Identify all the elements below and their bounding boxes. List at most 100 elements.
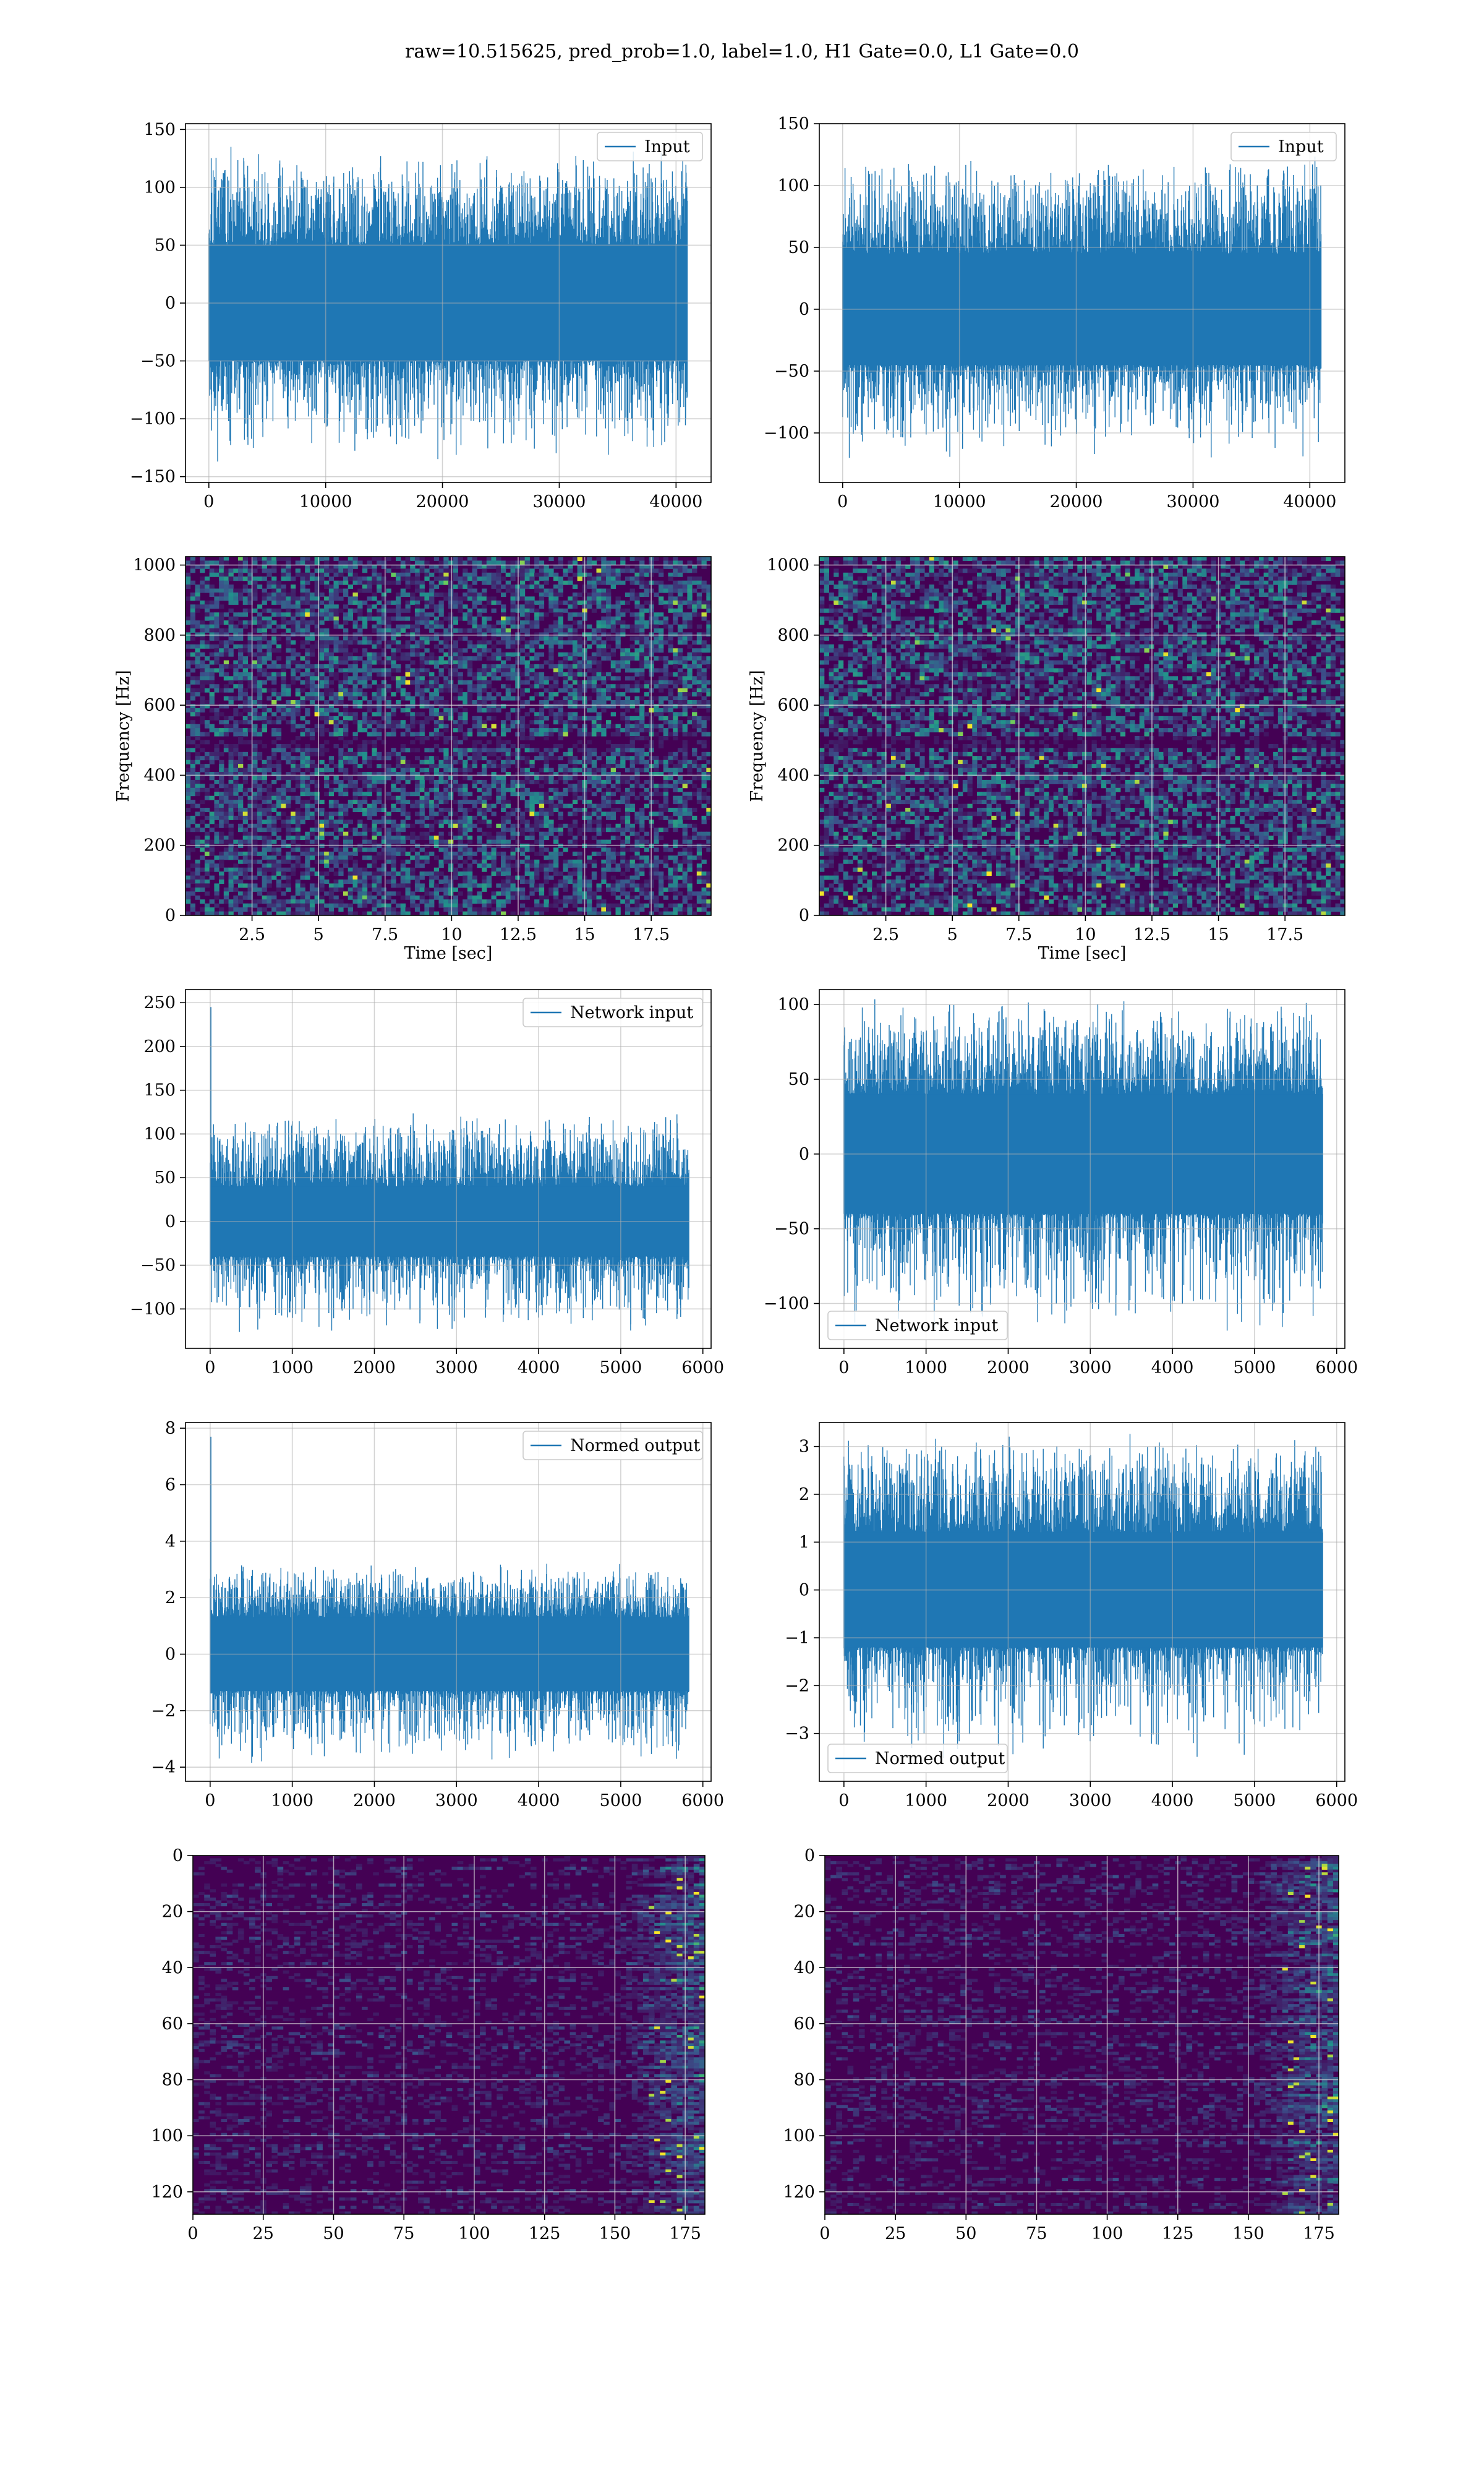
y-tick-label: 250 — [143, 993, 176, 1012]
x-tick-label: 3000 — [435, 1791, 478, 1810]
x-tick-label: 150 — [599, 2224, 631, 2243]
plot-area — [819, 557, 1345, 915]
chart-r1c1: 0 10000 20000 30000 40000 −150 −100 −50 0 50 100 15… — [130, 120, 712, 511]
y-tick-label: −50 — [774, 1220, 809, 1239]
x-tick-label: 4000 — [518, 1791, 560, 1810]
y-tick-label: 1000 — [767, 556, 809, 575]
y-axis-label: Frequency [Hz] — [748, 670, 767, 802]
x-tick-label: 4000 — [1151, 1791, 1194, 1810]
x-tick-label: 0 — [837, 492, 848, 511]
y-tick-label: 60 — [794, 2014, 815, 2034]
x-tick-label: 50 — [323, 2224, 344, 2243]
y-tick-label: 100 — [777, 995, 809, 1014]
x-tick-label: 1000 — [271, 1791, 313, 1810]
chart-r2c1: 2.5 5 7.5 10 12.5 15 17.5 0 200 400 600 800 1000 Time… — [114, 556, 712, 963]
y-tick-label: 150 — [143, 120, 176, 139]
x-tick-label: 2.5 — [239, 925, 265, 944]
x-tick-label: 10000 — [299, 492, 352, 511]
x-axis-label: Time [sec] — [1038, 944, 1127, 963]
y-tick-label: −100 — [130, 1299, 176, 1319]
x-tick-label: 50 — [955, 2224, 976, 2243]
y-tick-label: 0 — [173, 1846, 183, 1865]
grid — [186, 557, 711, 916]
plot-area — [210, 1007, 689, 1332]
y-tick-label: 150 — [777, 114, 809, 134]
x-tick-label: 7.5 — [372, 925, 398, 944]
legend-label: Network input — [570, 1003, 693, 1022]
y-tick-label: 8 — [165, 1419, 176, 1438]
plot-area — [208, 147, 688, 462]
x-tick-label: 150 — [1232, 2224, 1264, 2243]
y-tick-label: 6 — [165, 1475, 176, 1494]
grid — [186, 1423, 711, 1781]
y-tick-label: −150 — [130, 468, 176, 487]
x-tick-label: 0 — [838, 1358, 849, 1377]
axes-frame — [185, 1422, 712, 1782]
y-tick-label: 3 — [799, 1437, 809, 1457]
x-tick-label: 20000 — [1050, 492, 1103, 511]
x-tick-label: 1000 — [905, 1791, 947, 1810]
y-tick-label: 50 — [788, 1070, 809, 1089]
legend-label: Input — [644, 137, 690, 156]
x-tick-label: 30000 — [1166, 492, 1219, 511]
x-tick-label: 15 — [574, 925, 595, 944]
y-tick-label: −50 — [774, 362, 809, 381]
y-tick-label: 120 — [783, 2183, 815, 2202]
x-tick-label: 0 — [205, 1791, 215, 1810]
x-axis-label: Time [sec] — [404, 944, 493, 963]
axes-frame — [819, 556, 1345, 916]
x-tick-label: 3000 — [1069, 1358, 1112, 1377]
y-tick-label: 100 — [783, 2126, 815, 2146]
x-tick-label: 12.5 — [500, 925, 537, 944]
x-tick-label: 30000 — [532, 492, 586, 511]
axes-frame — [192, 1855, 706, 2215]
y-tick-label: 200 — [777, 836, 809, 855]
grid — [819, 123, 1345, 482]
y-tick-label: 200 — [143, 836, 176, 855]
x-tick-label: 25 — [253, 2224, 274, 2243]
chart-r1c2: 0 10000 20000 30000 40000 −100 −50 0 50 100 150 Inp… — [764, 114, 1345, 511]
chart-r3c2: 0 1000 2000 3000 4000 5000 6000 −100 −50 0 50 100 Ne… — [764, 989, 1358, 1377]
x-tick-label: 6000 — [1315, 1358, 1358, 1377]
y-tick-label: 80 — [794, 2071, 815, 2090]
y-tick-label: −4 — [151, 1758, 176, 1777]
chart-r4c2: 0 1000 2000 3000 4000 5000 6000 −3 −2 −1 0 1 2 3 Norme… — [785, 1422, 1358, 1810]
x-tick-label: 10 — [1075, 925, 1096, 944]
y-tick-label: 50 — [155, 1168, 176, 1188]
x-tick-label: 10 — [441, 925, 462, 944]
y-tick-label: −1 — [785, 1629, 809, 1648]
x-tick-label: 4000 — [518, 1358, 560, 1377]
axes-frame — [824, 1855, 1339, 2215]
y-tick-label: 0 — [165, 906, 176, 925]
x-tick-label: 5 — [313, 925, 324, 944]
x-tick-label: 15 — [1208, 925, 1229, 944]
y-tick-label: 400 — [143, 766, 176, 785]
x-tick-label: 4000 — [1151, 1358, 1194, 1377]
axes-frame — [185, 556, 712, 916]
legend: Normed output — [827, 1744, 1008, 1773]
y-tick-label: −100 — [764, 424, 809, 443]
y-tick-label: 1000 — [133, 556, 176, 575]
x-tick-label: 0 — [838, 1791, 849, 1810]
heatmap-cells — [819, 557, 1345, 915]
y-tick-label: 0 — [165, 294, 176, 313]
y-tick-label: −50 — [140, 1256, 176, 1275]
x-tick-label: 125 — [529, 2224, 561, 2243]
legend: Input — [1230, 132, 1337, 161]
y-tick-label: 800 — [143, 626, 176, 645]
x-tick-label: 75 — [1026, 2224, 1047, 2243]
x-tick-label: 2.5 — [872, 925, 899, 944]
x-tick-label: 5000 — [1234, 1791, 1276, 1810]
chart-r3c1: 0 1000 2000 3000 4000 5000 6000 −100 −50 0 50 100 15… — [130, 989, 724, 1377]
y-tick-label: 400 — [777, 766, 809, 785]
y-tick-label: 800 — [777, 626, 809, 645]
grid — [819, 1423, 1345, 1781]
y-tick-label: 1 — [799, 1533, 809, 1552]
x-tick-label: 100 — [1091, 2224, 1124, 2243]
x-tick-label: 2000 — [987, 1791, 1030, 1810]
x-tick-label: 5000 — [600, 1791, 642, 1810]
legend-label: Input — [1278, 137, 1324, 156]
x-tick-label: 2000 — [987, 1358, 1030, 1377]
axes-frame — [185, 989, 712, 1349]
grid — [186, 990, 711, 1348]
